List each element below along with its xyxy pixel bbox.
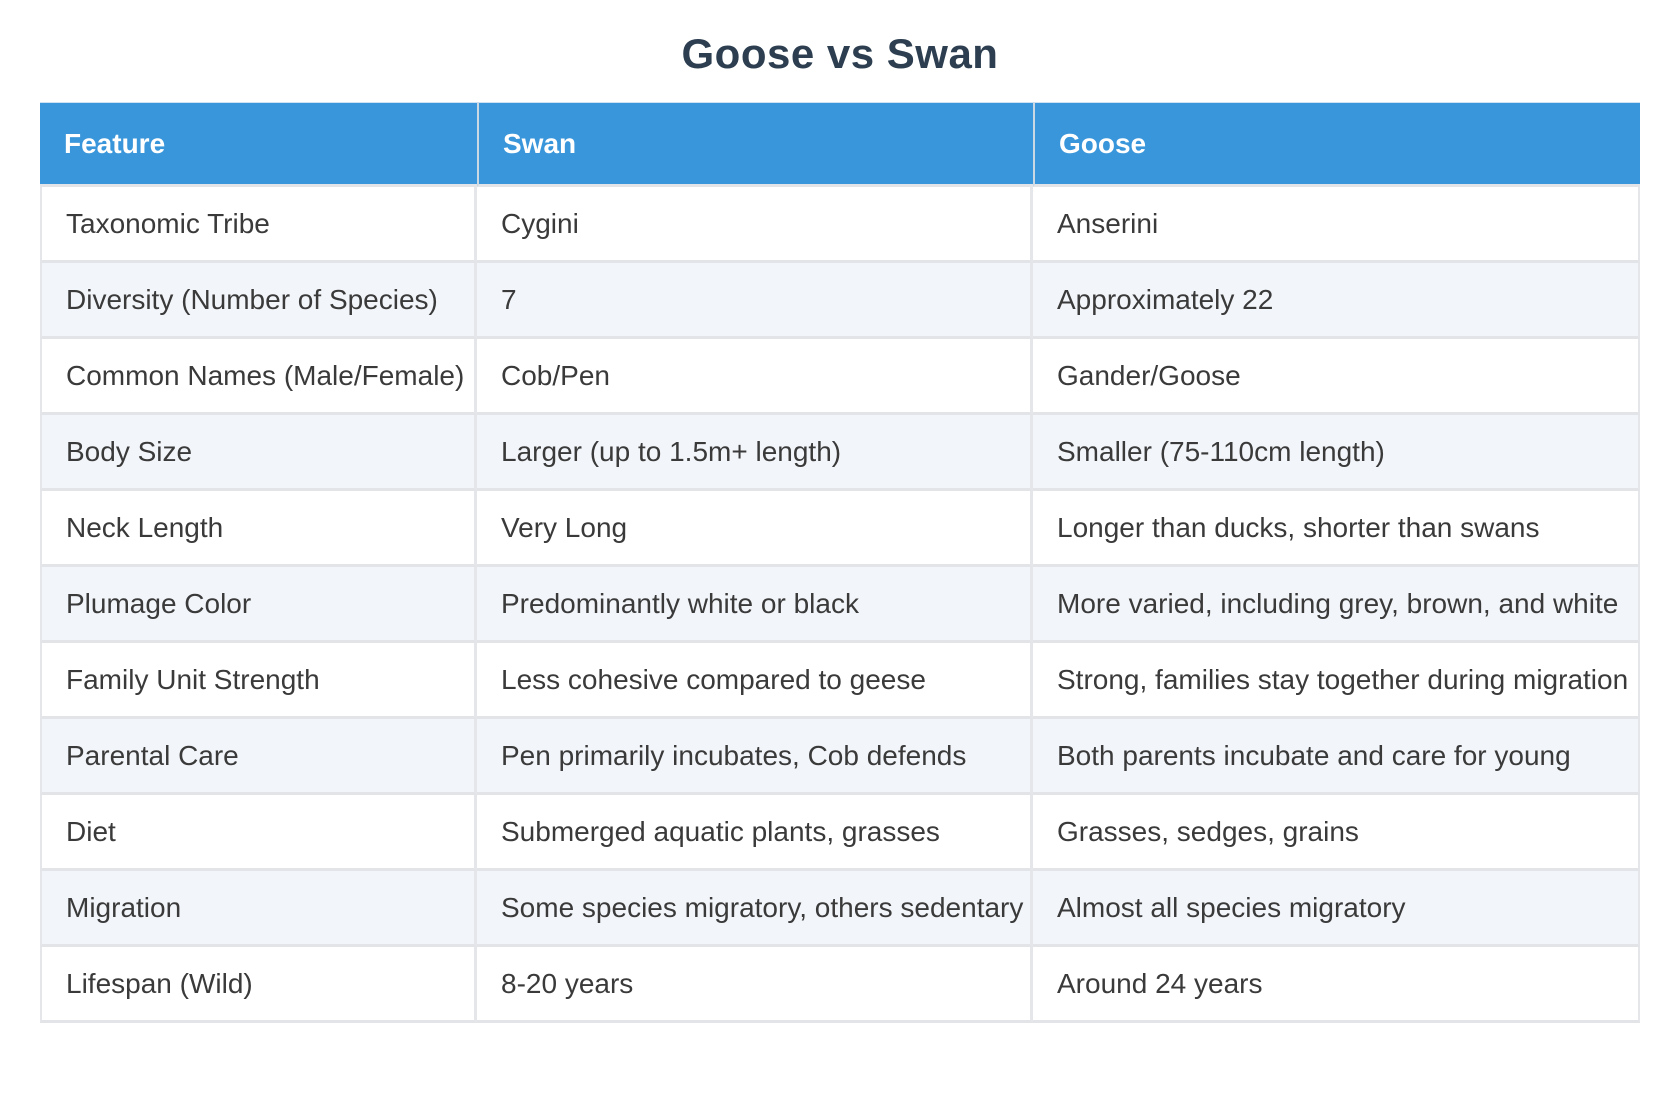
table-row: Family Unit Strength Less cohesive compa… [40, 643, 1640, 719]
table-row: Common Names (Male/Female) Cob/Pen Gande… [40, 339, 1640, 415]
comparison-table: Feature Swan Goose Taxonomic Tribe Cygin… [40, 102, 1640, 1023]
cell-feature: Diversity (Number of Species) [40, 263, 477, 339]
table-row: Diet Submerged aquatic plants, grasses G… [40, 795, 1640, 871]
cell-goose: Approximately 22 [1033, 263, 1640, 339]
cell-swan: 7 [477, 263, 1033, 339]
table-row: Plumage Color Predominantly white or bla… [40, 567, 1640, 643]
table-row: Migration Some species migratory, others… [40, 871, 1640, 947]
cell-swan: Very Long [477, 491, 1033, 567]
cell-feature: Taxonomic Tribe [40, 187, 477, 263]
header-row: Feature Swan Goose [40, 102, 1640, 187]
cell-goose: Grasses, sedges, grains [1033, 795, 1640, 871]
cell-goose: More varied, including grey, brown, and … [1033, 567, 1640, 643]
column-header-swan: Swan [477, 102, 1033, 187]
cell-goose: Anserini [1033, 187, 1640, 263]
table-header: Feature Swan Goose [40, 102, 1640, 187]
cell-goose: Gander/Goose [1033, 339, 1640, 415]
cell-swan: Pen primarily incubates, Cob defends [477, 719, 1033, 795]
table-row: Body Size Larger (up to 1.5m+ length) Sm… [40, 415, 1640, 491]
cell-feature: Neck Length [40, 491, 477, 567]
table-row: Taxonomic Tribe Cygini Anserini [40, 187, 1640, 263]
cell-swan: Cygini [477, 187, 1033, 263]
cell-feature: Migration [40, 871, 477, 947]
cell-swan: Less cohesive compared to geese [477, 643, 1033, 719]
cell-swan: 8-20 years [477, 947, 1033, 1023]
cell-goose: Almost all species migratory [1033, 871, 1640, 947]
table-row: Neck Length Very Long Longer than ducks,… [40, 491, 1640, 567]
cell-swan: Larger (up to 1.5m+ length) [477, 415, 1033, 491]
cell-feature: Plumage Color [40, 567, 477, 643]
cell-feature: Diet [40, 795, 477, 871]
cell-swan: Some species migratory, others sedentary [477, 871, 1033, 947]
cell-goose: Both parents incubate and care for young [1033, 719, 1640, 795]
cell-feature: Parental Care [40, 719, 477, 795]
cell-feature: Body Size [40, 415, 477, 491]
cell-goose: Strong, families stay together during mi… [1033, 643, 1640, 719]
cell-goose: Around 24 years [1033, 947, 1640, 1023]
table-row: Diversity (Number of Species) 7 Approxim… [40, 263, 1640, 339]
table-row: Lifespan (Wild) 8-20 years Around 24 yea… [40, 947, 1640, 1023]
cell-feature: Lifespan (Wild) [40, 947, 477, 1023]
cell-feature: Common Names (Male/Female) [40, 339, 477, 415]
cell-feature: Family Unit Strength [40, 643, 477, 719]
column-header-goose: Goose [1033, 102, 1640, 187]
cell-swan: Predominantly white or black [477, 567, 1033, 643]
cell-swan: Cob/Pen [477, 339, 1033, 415]
table-body: Taxonomic Tribe Cygini Anserini Diversit… [40, 187, 1640, 1023]
cell-goose: Smaller (75-110cm length) [1033, 415, 1640, 491]
cell-swan: Submerged aquatic plants, grasses [477, 795, 1033, 871]
page-title: Goose vs Swan [681, 30, 999, 77]
cell-goose: Longer than ducks, shorter than swans [1033, 491, 1640, 567]
table-row: Parental Care Pen primarily incubates, C… [40, 719, 1640, 795]
column-header-feature: Feature [40, 102, 477, 187]
